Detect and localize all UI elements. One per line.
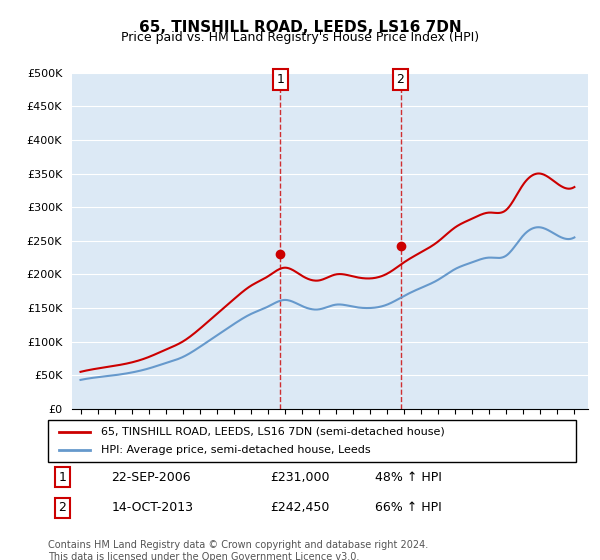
Text: Price paid vs. HM Land Registry's House Price Index (HPI): Price paid vs. HM Land Registry's House … <box>121 31 479 44</box>
Text: HPI: Average price, semi-detached house, Leeds: HPI: Average price, semi-detached house,… <box>101 445 370 455</box>
Text: 1: 1 <box>59 470 67 484</box>
Text: Contains HM Land Registry data © Crown copyright and database right 2024.
This d: Contains HM Land Registry data © Crown c… <box>48 540 428 560</box>
FancyBboxPatch shape <box>48 420 576 462</box>
Text: £231,000: £231,000 <box>270 470 329 484</box>
Text: 1: 1 <box>277 73 284 86</box>
Text: 65, TINSHILL ROAD, LEEDS, LS16 7DN (semi-detached house): 65, TINSHILL ROAD, LEEDS, LS16 7DN (semi… <box>101 427 445 437</box>
Text: 65, TINSHILL ROAD, LEEDS, LS16 7DN: 65, TINSHILL ROAD, LEEDS, LS16 7DN <box>139 20 461 35</box>
Text: 2: 2 <box>397 73 404 86</box>
Text: 48% ↑ HPI: 48% ↑ HPI <box>376 470 442 484</box>
Text: 2: 2 <box>59 501 67 515</box>
Text: 14-OCT-2013: 14-OCT-2013 <box>112 501 193 515</box>
Text: £242,450: £242,450 <box>270 501 329 515</box>
Text: 66% ↑ HPI: 66% ↑ HPI <box>376 501 442 515</box>
Text: 22-SEP-2006: 22-SEP-2006 <box>112 470 191 484</box>
